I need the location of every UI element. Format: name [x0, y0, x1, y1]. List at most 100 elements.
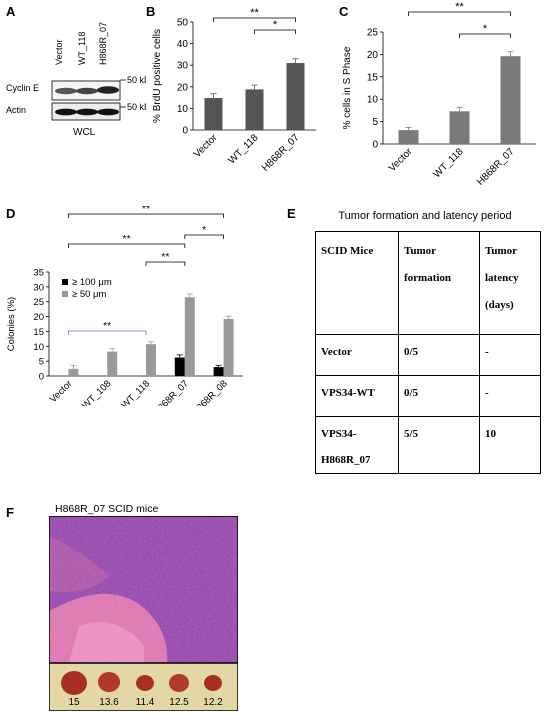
table-cell: 10	[479, 416, 541, 474]
significance-label: *	[483, 23, 488, 35]
table-cell: -	[479, 375, 541, 417]
y-axis-label: % cells in S Phase	[342, 46, 353, 129]
marker-label-1: 50 kDa	[127, 75, 146, 85]
band-cyclin-e-h868r07	[97, 86, 119, 94]
x-tick-label: Vector	[387, 146, 415, 174]
y-tick-label: 10	[33, 342, 44, 353]
band-actin-vector	[55, 108, 77, 116]
tumor-table: SCID Mice Tumor formation Tumor latency (days…	[315, 231, 541, 474]
bar	[213, 367, 224, 376]
bar	[500, 56, 521, 144]
excised-tumors-strip: 15 13.6 11.4 12.5 12.2	[49, 663, 238, 711]
x-tick-label: H868R_07	[260, 132, 302, 174]
significance-bracket	[254, 29, 296, 34]
band-cyclin-e-wt118	[76, 87, 98, 95]
chart-c-s-phase: 0 5 10 15 20 25 % cells in S Phase Vector WT_118…	[342, 1, 536, 188]
significance-label: **	[142, 206, 150, 215]
y-tick-label: 10	[177, 104, 189, 115]
tumor-value-3: 11.4	[136, 697, 155, 708]
y-tick-label: 5	[372, 117, 378, 128]
wcl-label: WCL	[73, 127, 96, 138]
bar	[398, 130, 419, 144]
row-label-actin: Actin	[6, 105, 26, 115]
tumor-4	[169, 674, 189, 692]
lane-label-h868r07: H868R_07	[98, 22, 108, 65]
band-actin-wt118	[76, 108, 98, 116]
y-tick-label: 20	[367, 50, 379, 61]
tumor-5	[204, 675, 222, 691]
significance-label: **	[250, 7, 259, 19]
tumor-2	[98, 672, 120, 692]
table-row: VPS34-WT 0/5-	[315, 375, 541, 417]
significance-label: **	[161, 251, 169, 263]
table-cell: VPS34-WT	[315, 375, 399, 417]
table-title: Tumor formation and latency period	[338, 210, 512, 222]
chart-b-brdu: 0 10 20 30 40 50 % BrdU positive cells Vector WT…	[152, 7, 316, 174]
table-cell: VPS34- H868R_07	[315, 416, 399, 474]
tumor-3	[136, 675, 154, 691]
table-cell: -	[479, 334, 541, 376]
significance-bracket	[68, 330, 147, 335]
bar	[204, 98, 223, 130]
significance-bracket	[408, 11, 511, 16]
y-tick-label: 30	[177, 61, 189, 72]
y-tick-label: 40	[177, 39, 189, 50]
tumor-value-2: 13.6	[99, 697, 119, 708]
legend-swatch	[62, 291, 68, 297]
bar	[107, 351, 118, 376]
tumor-value-5: 12.2	[203, 697, 223, 708]
y-tick-label: 0	[39, 372, 44, 383]
significance-bracket	[68, 243, 186, 248]
table-cell: 0/5	[398, 375, 480, 417]
y-tick-label: 30	[33, 282, 44, 293]
x-tick-label: Vector	[192, 132, 220, 160]
x-tick-label: WT_118	[432, 146, 466, 180]
significance-label: *	[202, 224, 206, 236]
lane-label-wt118: WT_118	[77, 32, 87, 65]
panel-label-c: C	[339, 4, 349, 19]
table-cell: Tumor formation	[398, 231, 480, 335]
table-row: VPS34- H868R_07 5/5 10	[315, 416, 541, 474]
lane-label-vector: Vector	[54, 39, 64, 65]
panel-label-d: D	[6, 206, 16, 221]
y-tick-label: 25	[367, 28, 379, 39]
y-tick-label: 0	[182, 126, 188, 137]
x-tick-label: WT_118	[119, 378, 152, 406]
table-cell: 0/5	[398, 334, 480, 376]
panel-label-f: F	[6, 505, 14, 520]
bar	[184, 297, 195, 376]
y-tick-label: 10	[367, 95, 379, 106]
x-tick-label: WT_108	[80, 378, 113, 406]
x-tick-label: H868R_07	[151, 378, 191, 406]
y-tick-label: 25	[33, 297, 44, 308]
tumor-value-4: 12.5	[169, 697, 189, 708]
y-tick-label: 35	[33, 268, 44, 279]
table-cell: Vector	[315, 334, 399, 376]
significance-label: **	[455, 1, 464, 13]
significance-bracket	[184, 234, 224, 239]
y-tick-label: 15	[367, 72, 379, 83]
x-tick-label: WT_118	[227, 132, 261, 166]
bar	[449, 111, 470, 144]
legend-label: ≥ 100 μm	[72, 277, 112, 288]
significance-bracket	[68, 213, 224, 218]
y-axis-label: % BrdU positive cells	[152, 29, 163, 123]
panel-label-e: E	[287, 206, 296, 221]
y-axis-label: Colonies (%)	[6, 297, 17, 351]
bar	[68, 368, 79, 376]
table-cell: 5/5	[398, 416, 480, 474]
table-cell: SCID Mice	[315, 231, 399, 335]
significance-label: *	[273, 19, 278, 31]
legend-swatch	[62, 279, 68, 285]
y-tick-label: 20	[33, 312, 44, 323]
table-header-row: SCID Mice Tumor formation Tumor latency (days…	[315, 231, 541, 335]
histology-image	[49, 516, 238, 663]
x-tick-label: H868R_08	[190, 378, 230, 406]
row-label-cyclin-e: Cyclin E	[6, 83, 39, 93]
tumor-value-1: 15	[68, 697, 80, 708]
table-row: Vector 0/5-	[315, 334, 541, 376]
significance-label: **	[103, 320, 111, 332]
panel-label-b: B	[146, 4, 156, 19]
x-tick-label: Vector	[48, 378, 75, 405]
panel-label-a: A	[6, 4, 16, 19]
